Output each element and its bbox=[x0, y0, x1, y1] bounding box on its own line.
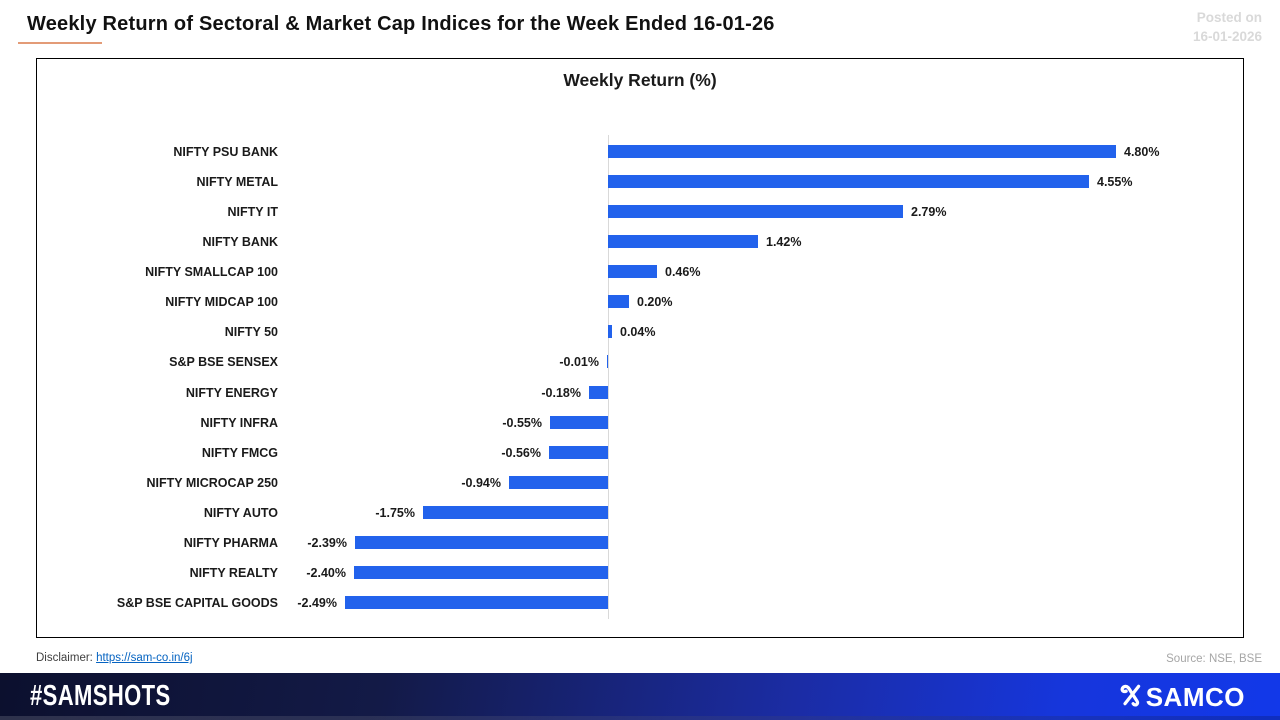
posted-on-note: Posted on 16-01-2026 bbox=[1193, 8, 1262, 46]
category-label: NIFTY AUTO bbox=[203, 506, 278, 520]
chart-row: NIFTY AUTO -1.75% bbox=[37, 498, 1243, 528]
chart-row: NIFTY PHARMA -2.39% bbox=[37, 528, 1243, 558]
disclaimer-label: Disclaimer: bbox=[36, 652, 97, 664]
page-title: Weekly Return of Sectoral & Market Cap I… bbox=[27, 13, 775, 35]
bar bbox=[608, 235, 758, 248]
value-label: -2.49% bbox=[297, 596, 337, 610]
chart-row: NIFTY REALTY -2.40% bbox=[37, 558, 1243, 588]
bar bbox=[354, 566, 608, 579]
value-label: -2.39% bbox=[307, 536, 347, 550]
category-label: NIFTY BANK bbox=[202, 235, 278, 249]
category-label: NIFTY METAL bbox=[196, 175, 278, 189]
category-label: NIFTY MIDCAP 100 bbox=[165, 295, 278, 309]
chart-title: Weekly Return (%) bbox=[563, 70, 717, 90]
chart-row: S&P BSE CAPITAL GOODS -2.49% bbox=[37, 588, 1243, 618]
chart-rows: NIFTY PSU BANK 4.80% NIFTY METAL 4.55% N… bbox=[37, 59, 1243, 637]
value-label: 0.46% bbox=[665, 265, 701, 279]
samco-logo-text: SAMCO bbox=[1145, 682, 1245, 712]
value-label: -0.55% bbox=[502, 416, 542, 430]
category-label: NIFTY SMALLCAP 100 bbox=[145, 265, 278, 279]
chart-row: S&P BSE SENSEX -0.01% bbox=[37, 347, 1243, 377]
value-label: -0.94% bbox=[461, 476, 501, 490]
source-note: Source: NSE, BSE bbox=[1166, 653, 1262, 665]
value-label: -0.56% bbox=[501, 446, 541, 460]
chart-row: NIFTY MICROCAP 250 -0.94% bbox=[37, 468, 1243, 498]
value-label: -2.40% bbox=[306, 566, 346, 580]
category-label: S&P BSE CAPITAL GOODS bbox=[116, 596, 278, 610]
chart-row: NIFTY METAL 4.55% bbox=[37, 167, 1243, 197]
footer-bar: #SAMSHOTS SAMCO bbox=[0, 673, 1280, 720]
bar bbox=[355, 536, 608, 549]
bar bbox=[423, 506, 608, 519]
disclaimer-link[interactable]: https://sam-co.in/6j bbox=[96, 652, 193, 664]
zero-axis-line bbox=[608, 135, 609, 619]
value-label: 4.80% bbox=[1124, 145, 1160, 159]
chart-row: NIFTY INFRA -0.55% bbox=[37, 408, 1243, 438]
samco-logo-mark-icon bbox=[1118, 682, 1144, 713]
value-label: 4.55% bbox=[1097, 175, 1133, 189]
bar bbox=[608, 205, 903, 218]
chart-container: Weekly Return (%) NIFTY PSU BANK 4.80% N… bbox=[36, 58, 1244, 638]
bar bbox=[608, 265, 657, 278]
bar bbox=[608, 175, 1089, 188]
value-label: -0.01% bbox=[559, 355, 599, 369]
bar bbox=[550, 416, 608, 429]
bar bbox=[509, 476, 608, 489]
value-label: -0.18% bbox=[541, 386, 581, 400]
chart-row: NIFTY MIDCAP 100 0.20% bbox=[37, 287, 1243, 317]
category-label: NIFTY ENERGY bbox=[185, 386, 278, 400]
bar bbox=[607, 355, 608, 368]
category-label: S&P BSE SENSEX bbox=[169, 355, 278, 369]
chart-row: NIFTY FMCG -0.56% bbox=[37, 438, 1243, 468]
bar bbox=[589, 386, 608, 399]
category-label: NIFTY IT bbox=[227, 205, 278, 219]
category-label: NIFTY MICROCAP 250 bbox=[146, 476, 278, 490]
value-label: 0.04% bbox=[620, 325, 656, 339]
samshots-hashtag: #SAMSHOTS bbox=[30, 680, 171, 712]
samco-logo: SAMCO bbox=[1118, 682, 1245, 713]
chart-row: NIFTY SMALLCAP 100 0.46% bbox=[37, 257, 1243, 287]
value-label: 1.42% bbox=[766, 235, 802, 249]
chart-row: NIFTY ENERGY -0.18% bbox=[37, 378, 1243, 408]
value-label: 0.20% bbox=[637, 295, 673, 309]
chart-row: NIFTY BANK 1.42% bbox=[37, 227, 1243, 257]
category-label: NIFTY FMCG bbox=[201, 446, 278, 460]
category-label: NIFTY REALTY bbox=[189, 566, 278, 580]
value-label: 2.79% bbox=[911, 205, 947, 219]
category-label: NIFTY PSU BANK bbox=[173, 145, 278, 159]
disclaimer: Disclaimer: https://sam-co.in/6j bbox=[36, 652, 193, 664]
chart-row: NIFTY PSU BANK 4.80% bbox=[37, 137, 1243, 167]
value-label: -1.75% bbox=[375, 506, 415, 520]
bar bbox=[345, 596, 608, 609]
category-label: NIFTY INFRA bbox=[200, 416, 278, 430]
bar bbox=[549, 446, 608, 459]
bar bbox=[608, 295, 629, 308]
bar bbox=[608, 325, 612, 338]
posted-on-date: 16-01-2026 bbox=[1192, 29, 1262, 44]
title-underline bbox=[18, 42, 102, 44]
chart-row: NIFTY IT 2.79% bbox=[37, 197, 1243, 227]
posted-on-label: Posted on bbox=[1196, 10, 1262, 25]
category-label: NIFTY 50 bbox=[224, 325, 278, 339]
bar bbox=[608, 145, 1116, 158]
chart-row: NIFTY 50 0.04% bbox=[37, 317, 1243, 347]
category-label: NIFTY PHARMA bbox=[183, 536, 278, 550]
